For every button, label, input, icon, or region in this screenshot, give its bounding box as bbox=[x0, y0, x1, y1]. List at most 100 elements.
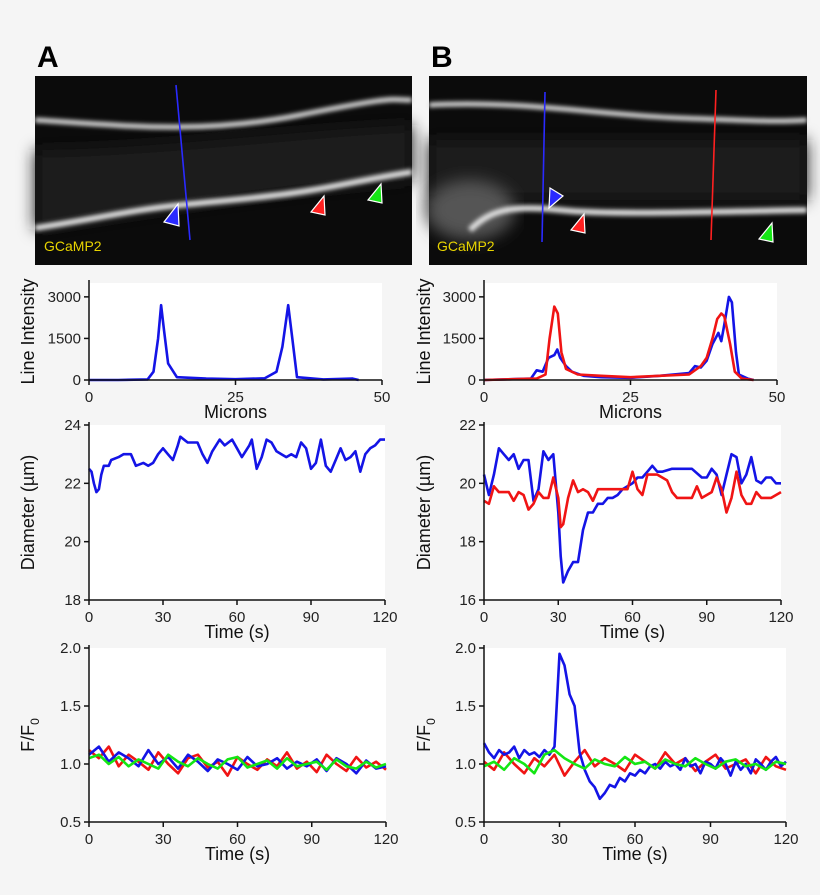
x-tick-label: 0 bbox=[480, 389, 488, 406]
micrograph-b: GCaMP2 bbox=[425, 76, 808, 265]
x-tick-label: 90 bbox=[303, 831, 320, 848]
y-tick-label: 1.5 bbox=[455, 698, 476, 715]
y-tick-label: 22 bbox=[459, 417, 476, 434]
y-tick-label: 2.0 bbox=[455, 640, 476, 657]
micrograph-a: GCaMP2 bbox=[34, 76, 413, 265]
y-tick-label: 1.0 bbox=[455, 756, 476, 773]
x-tick-label: 60 bbox=[624, 609, 641, 626]
y-axis-label-text: F/F bbox=[18, 725, 38, 752]
arrowhead-blue-icon bbox=[548, 186, 565, 210]
x-tick-label: 120 bbox=[372, 609, 397, 626]
x-tick-label: 0 bbox=[85, 609, 93, 626]
y-axis-label-subscript: 0 bbox=[28, 718, 42, 725]
roi-line-red bbox=[710, 89, 717, 241]
x-tick-label: 120 bbox=[373, 831, 398, 848]
series-line-blue bbox=[88, 435, 385, 494]
arrowhead-green-icon bbox=[366, 182, 383, 204]
arrowhead-green-icon bbox=[757, 221, 774, 243]
plot-area bbox=[484, 425, 781, 600]
series-line-green bbox=[483, 748, 787, 775]
series-line-blue bbox=[482, 652, 787, 801]
x-axis-label: Time (s) bbox=[602, 844, 667, 864]
chart-b-line: 0 1500 3000 0 25 50 Microns Line Intensity bbox=[414, 278, 785, 422]
y-axis-label: Diameter (µm) bbox=[414, 455, 434, 570]
y-tick-label: 18 bbox=[459, 534, 476, 551]
series-line-blue bbox=[89, 303, 359, 382]
plot-area bbox=[484, 648, 786, 822]
y-tick-label: 0 bbox=[73, 372, 81, 389]
x-tick-label: 60 bbox=[229, 609, 246, 626]
y-tick-label: 0.5 bbox=[60, 814, 81, 831]
x-axis-label: Time (s) bbox=[204, 622, 269, 642]
y-tick-label: 1.5 bbox=[60, 698, 81, 715]
image-label-a: GCaMP2 bbox=[44, 238, 102, 254]
arrowhead-red-icon bbox=[569, 212, 586, 234]
series-line-red bbox=[483, 305, 754, 382]
y-axis-label-text: Diameter (µm) bbox=[18, 455, 38, 570]
roi-line-blue bbox=[175, 84, 191, 241]
y-tick-label: 3000 bbox=[443, 289, 476, 306]
x-tick-label: 90 bbox=[698, 609, 715, 626]
panel-letter-a: A bbox=[37, 41, 59, 74]
chart-b-ff0: 0.5 1.0 1.5 2.0 0 30 60 90 120 Time (s) F/F0 bbox=[414, 640, 799, 864]
y-tick-label: 1500 bbox=[443, 330, 476, 347]
y-tick-label: 24 bbox=[64, 417, 81, 434]
chart-b-diam: 16 18 20 22 0 30 60 90 120 Time (s) Diameter (µm) bbox=[414, 417, 794, 642]
series-line-red bbox=[483, 470, 782, 529]
y-tick-label: 22 bbox=[64, 475, 81, 492]
x-tick-label: 30 bbox=[551, 831, 568, 848]
y-axis-label-text: Line Intensity bbox=[18, 278, 38, 384]
roi-line-blue bbox=[541, 91, 546, 243]
series-line-green bbox=[88, 753, 387, 772]
x-tick-label: 90 bbox=[702, 831, 719, 848]
chart-a-line: 0 1500 3000 0 25 50 Microns Line Intensity bbox=[18, 278, 390, 422]
y-axis-label: F/F0 bbox=[414, 718, 438, 752]
x-tick-label: 60 bbox=[229, 831, 246, 848]
y-axis-label: Line Intensity bbox=[414, 278, 434, 384]
y-axis-label: Line Intensity bbox=[18, 278, 38, 384]
y-tick-label: 16 bbox=[459, 592, 476, 609]
arrowhead-red-icon bbox=[309, 194, 326, 216]
x-tick-label: 0 bbox=[85, 831, 93, 848]
y-tick-label: 0 bbox=[468, 372, 476, 389]
image-label-b: GCaMP2 bbox=[437, 238, 495, 254]
x-tick-label: 25 bbox=[227, 389, 244, 406]
y-tick-label: 1500 bbox=[48, 330, 81, 347]
x-tick-label: 0 bbox=[85, 389, 93, 406]
y-tick-label: 1.0 bbox=[60, 756, 81, 773]
y-axis-label-text: F/F bbox=[414, 725, 434, 752]
x-axis-label: Time (s) bbox=[600, 622, 665, 642]
y-tick-label: 18 bbox=[64, 592, 81, 609]
x-tick-label: 50 bbox=[769, 389, 786, 406]
x-tick-label: 30 bbox=[155, 831, 172, 848]
x-axis-label: Microns bbox=[204, 402, 267, 422]
chart-a-diam: 18 20 22 24 0 30 60 90 120 Time (s) Diameter (µm) bbox=[18, 417, 398, 642]
series-line-blue bbox=[482, 447, 781, 584]
x-tick-label: 0 bbox=[480, 831, 488, 848]
x-tick-label: 90 bbox=[303, 609, 320, 626]
plot-area bbox=[89, 648, 386, 822]
x-axis-label: Time (s) bbox=[205, 844, 270, 864]
y-tick-label: 0.5 bbox=[455, 814, 476, 831]
y-axis-label: Diameter (µm) bbox=[18, 455, 38, 570]
plot-area bbox=[89, 425, 385, 600]
x-tick-label: 120 bbox=[768, 609, 793, 626]
x-tick-label: 60 bbox=[627, 831, 644, 848]
x-tick-label: 30 bbox=[550, 609, 567, 626]
y-axis-label-text: Line Intensity bbox=[414, 278, 434, 384]
panel-letter-b: B bbox=[431, 41, 453, 74]
y-tick-label: 3000 bbox=[48, 289, 81, 306]
y-axis-label-text: Diameter (µm) bbox=[414, 455, 434, 570]
arrowhead-blue-icon bbox=[162, 202, 180, 227]
x-tick-label: 30 bbox=[155, 609, 172, 626]
x-axis-label: Microns bbox=[599, 402, 662, 422]
x-tick-label: 50 bbox=[374, 389, 391, 406]
x-tick-label: 25 bbox=[622, 389, 639, 406]
y-tick-label: 20 bbox=[64, 534, 81, 551]
x-tick-label: 120 bbox=[773, 831, 798, 848]
x-tick-label: 0 bbox=[480, 609, 488, 626]
y-tick-label: 2.0 bbox=[60, 640, 81, 657]
plot-area bbox=[89, 283, 382, 380]
